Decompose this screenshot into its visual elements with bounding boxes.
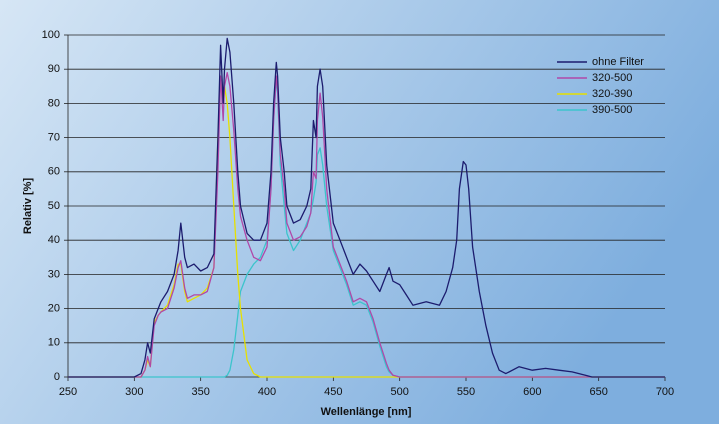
x-tick-label: 650 (589, 386, 607, 398)
y-tick-label: 70 (48, 132, 60, 144)
y-tick-label: 100 (42, 29, 60, 41)
legend-label: ohne Filter (592, 56, 644, 68)
y-tick-label: 30 (48, 268, 60, 280)
x-tick-label: 350 (191, 386, 209, 398)
x-tick-label: 450 (324, 386, 342, 398)
y-tick-label: 40 (48, 234, 60, 246)
x-axis-title: Wellenlänge [nm] (321, 406, 412, 418)
y-tick-label: 0 (54, 371, 60, 383)
y-tick-label: 80 (48, 97, 60, 109)
series-line (68, 37, 665, 378)
y-tick-label: 20 (48, 303, 60, 315)
y-tick-label: 90 (48, 63, 60, 75)
legend-label: 390-500 (592, 104, 632, 116)
y-tick-label: 60 (48, 166, 60, 178)
x-tick-label: 550 (457, 386, 475, 398)
y-tick-label: 10 (48, 337, 60, 349)
x-tick-label: 300 (125, 386, 143, 398)
series-line (68, 71, 665, 378)
x-tick-label: 250 (59, 386, 77, 398)
legend-label: 320-390 (592, 88, 632, 100)
x-tick-label: 600 (523, 386, 541, 398)
legend-label: 320-500 (592, 72, 632, 84)
x-tick-label: 400 (258, 386, 276, 398)
x-tick-label: 500 (390, 386, 408, 398)
x-tick-label: 700 (656, 386, 674, 398)
y-axis-title: Relativ [%] (22, 178, 34, 235)
y-tick-label: 50 (48, 200, 60, 212)
